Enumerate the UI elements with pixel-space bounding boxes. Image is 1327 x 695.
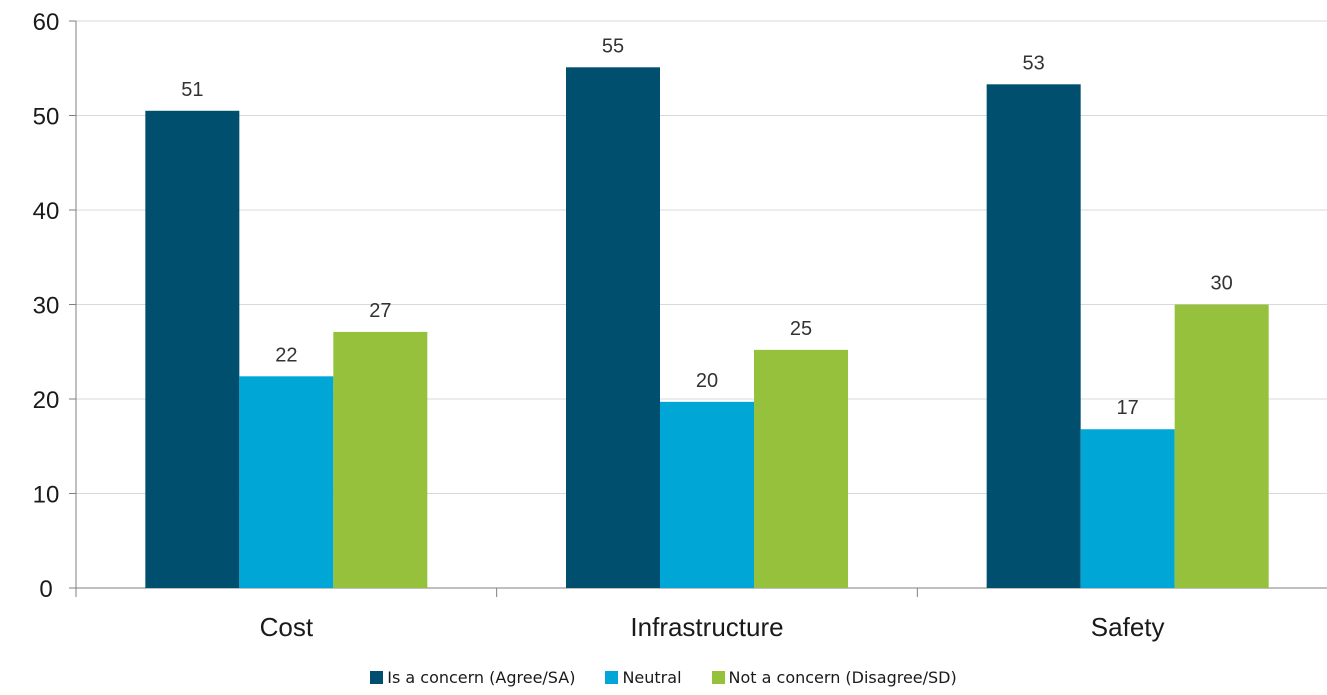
- data-label: 53: [1023, 52, 1045, 74]
- bar-cost-1: [239, 376, 334, 588]
- legend-item: Not a concern (Disagree/SD): [711, 668, 957, 687]
- bar-chart: 0 10 20 30 40 50 60 Cost Infrastructure Safety 51…: [33, 9, 1327, 642]
- bar-infrastructure-2: [754, 349, 848, 588]
- data-labels: 51 22 27 55 20 25 53 17 30: [181, 35, 1233, 419]
- axes: 0 10 20 30 40 50 60 Cost Infrastructure Safety: [33, 9, 1327, 642]
- data-label: 22: [275, 344, 297, 366]
- x-category-label: Cost: [260, 612, 314, 642]
- data-label: 20: [696, 370, 718, 392]
- bar-cost-0: [145, 110, 240, 589]
- bars: [145, 67, 1269, 589]
- y-tick-label: 50: [33, 104, 60, 131]
- data-label: 30: [1211, 273, 1233, 295]
- data-label: 25: [790, 318, 812, 340]
- x-category-label: Safety: [1091, 612, 1165, 642]
- legend-item: Is a concern (Agree/SA): [370, 668, 575, 687]
- bar-cost-2: [333, 331, 428, 588]
- y-tick-label: 20: [33, 387, 60, 414]
- x-category-label: Infrastructure: [630, 612, 783, 642]
- legend-swatch: [370, 671, 384, 684]
- y-tick-label: 40: [33, 198, 60, 225]
- data-label: 27: [369, 300, 391, 322]
- y-tick-label: 0: [39, 576, 52, 603]
- y-tick-label: 30: [33, 293, 60, 320]
- bar-safety-1: [1080, 429, 1175, 588]
- bar-infrastructure-0: [566, 67, 660, 589]
- bar-safety-0: [986, 84, 1081, 588]
- legend-swatch: [711, 671, 725, 684]
- y-tick-label: 10: [33, 482, 60, 509]
- legend-swatch: [605, 671, 619, 684]
- y-tick-label: 60: [33, 9, 60, 36]
- data-label: 51: [181, 79, 203, 101]
- legend-label: Neutral: [622, 668, 682, 687]
- bar-safety-2: [1174, 304, 1269, 588]
- data-label: 55: [602, 35, 624, 57]
- legend: Is a concern (Agree/SA) Neutral Not a conc…: [0, 668, 1327, 687]
- legend-item: Neutral: [605, 668, 682, 687]
- legend-label: Is a concern (Agree/SA): [387, 668, 576, 687]
- bar-infrastructure-1: [660, 401, 754, 588]
- legend-label: Not a concern (Disagree/SD): [728, 668, 957, 687]
- data-label: 17: [1117, 397, 1139, 419]
